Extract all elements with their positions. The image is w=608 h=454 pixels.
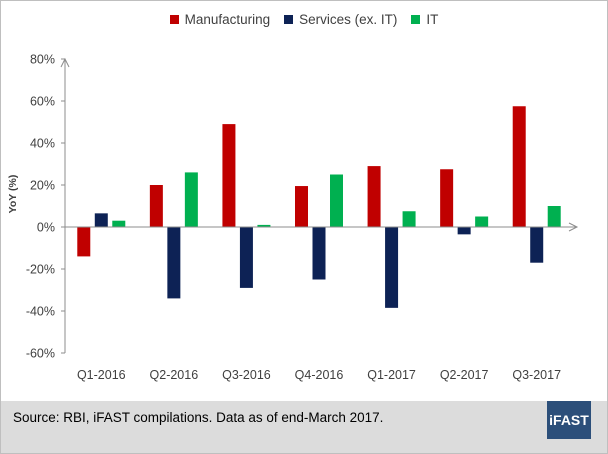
- bar-it: [330, 174, 343, 227]
- bar-manufacturing: [367, 166, 381, 227]
- legend-label: IT: [426, 12, 439, 27]
- y-tick-label: 0%: [37, 221, 55, 235]
- x-tick-label: Q2-2016: [150, 368, 199, 382]
- bar-services-ex-it: [312, 227, 326, 280]
- bar-chart: -60% -40% -20% 0% 20% 40% 60% 80% YoY (%) Q1-2016…: [7, 53, 579, 382]
- x-tick-label: Q3-2016: [222, 368, 271, 382]
- bar-manufacturing: [440, 169, 454, 227]
- legend-label: Services (ex. IT): [299, 12, 398, 27]
- ifast-logo: iFAST: [547, 401, 591, 439]
- y-axis-title: YoY (%): [7, 175, 19, 214]
- bar-manufacturing: [77, 227, 91, 257]
- legend-item: Manufacturing: [169, 12, 271, 27]
- y-tick-label: 60%: [30, 95, 55, 109]
- legend-item: IT: [411, 12, 438, 27]
- x-axis-arrow: [568, 222, 579, 232]
- legend-swatch: [411, 15, 421, 24]
- bar-it: [112, 220, 126, 227]
- bar-manufacturing: [295, 186, 308, 227]
- y-tick-label: 80%: [30, 53, 55, 67]
- y-tick-label: 20%: [30, 179, 55, 193]
- y-tick-label: 40%: [30, 137, 55, 151]
- x-tick-label: Q1-2017: [367, 368, 416, 382]
- bar-services-ex-it: [530, 227, 544, 263]
- x-tick-label: Q4-2016: [295, 368, 344, 382]
- bar-manufacturing: [149, 185, 163, 227]
- bar-services-ex-it: [457, 227, 471, 235]
- legend-label: Manufacturing: [184, 12, 271, 27]
- bar-it: [475, 216, 489, 227]
- bar-manufacturing: [512, 106, 526, 227]
- bar-manufacturing: [222, 124, 236, 227]
- y-tick-label: -20%: [26, 263, 55, 277]
- bar-services-ex-it: [239, 227, 253, 288]
- y-tick-label: -60%: [26, 347, 55, 361]
- source-note: Source: RBI, iFAST compilations. Data as…: [13, 410, 384, 425]
- legend-swatch: [284, 15, 294, 24]
- footer: Source: RBI, iFAST compilations. Data as…: [1, 401, 607, 453]
- bar-services-ex-it: [385, 227, 399, 308]
- legend-item: Services (ex. IT): [284, 12, 397, 27]
- bar-it: [184, 172, 198, 227]
- y-tick-label: -40%: [26, 305, 55, 319]
- x-tick-label: Q1-2016: [77, 368, 126, 382]
- bar-it: [547, 206, 561, 227]
- bar-it: [402, 211, 416, 227]
- bar-services-ex-it: [167, 227, 181, 299]
- chart-legend: Manufacturing Services (ex. IT) IT: [1, 12, 607, 27]
- legend-swatch: [169, 15, 179, 24]
- bar-it: [257, 224, 271, 227]
- bar-services-ex-it: [94, 213, 108, 227]
- x-tick-label: Q2-2017: [440, 368, 489, 382]
- x-tick-label: Q3-2017: [512, 368, 561, 382]
